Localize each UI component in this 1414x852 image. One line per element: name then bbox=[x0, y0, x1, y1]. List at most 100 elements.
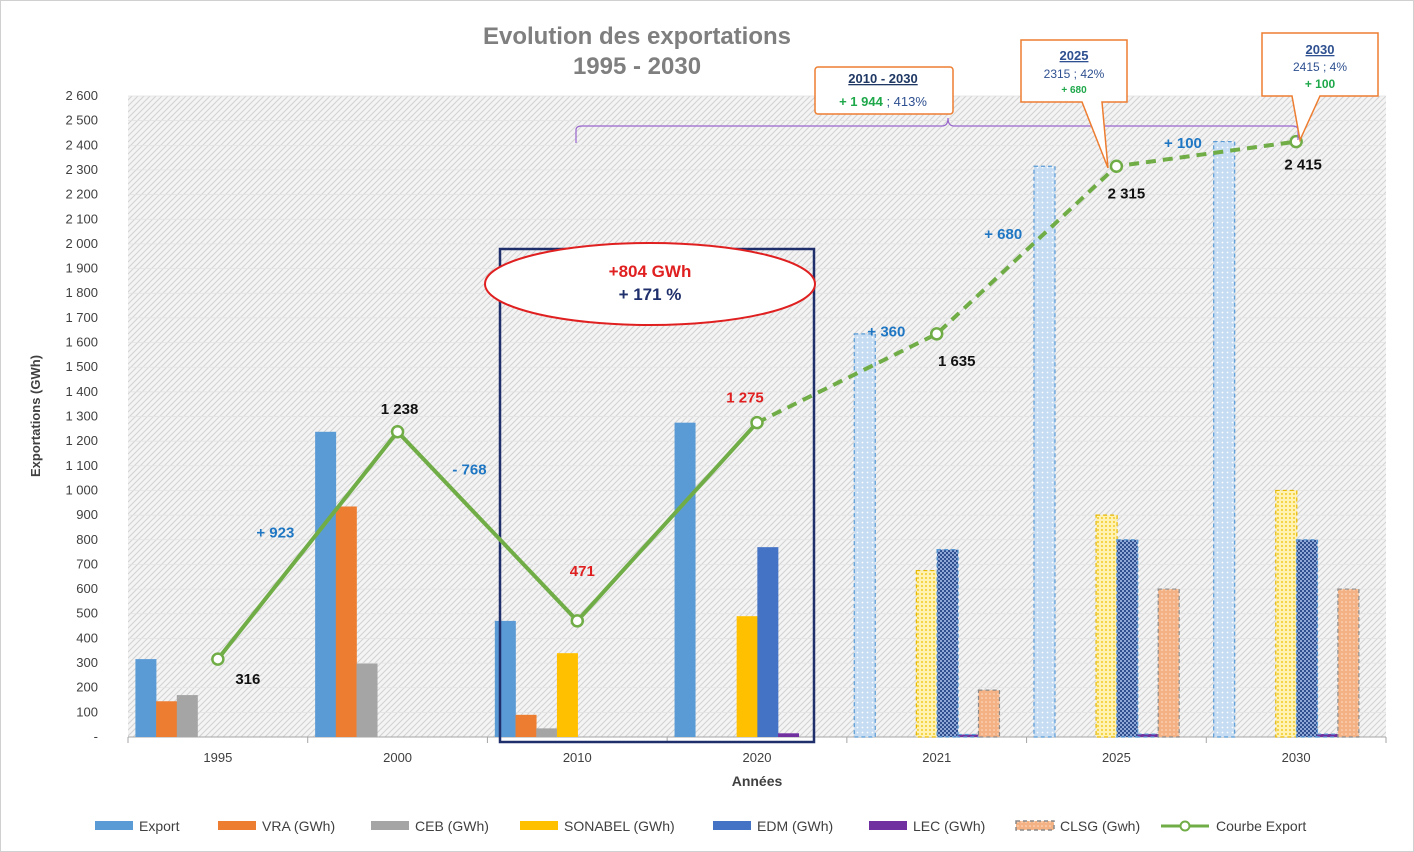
line-point-2021 bbox=[929, 327, 944, 341]
bar-vra-1995 bbox=[156, 701, 178, 737]
bar-sonabel-2030 bbox=[1275, 489, 1298, 738]
y-tick-label: 500 bbox=[76, 606, 98, 621]
y-tick-label: 900 bbox=[76, 507, 98, 522]
legend-label-0: Export bbox=[139, 818, 180, 834]
line-point-2010 bbox=[570, 614, 585, 628]
delta-label: - 768 bbox=[452, 461, 486, 478]
legend-label-6: CLSG (Gwh) bbox=[1060, 818, 1140, 834]
callout-2030: 2030 2415 ; 4% + 100 bbox=[1261, 32, 1379, 143]
y-tick-label: 2 600 bbox=[65, 88, 98, 103]
point-label-2000: 1 238 bbox=[381, 401, 419, 418]
legend-swatch-4 bbox=[713, 821, 751, 830]
callout-2025-line2: 2315 ; 42% bbox=[1044, 67, 1105, 81]
chart-title-line2: 1995 - 2030 bbox=[573, 53, 701, 80]
point-label-2020: 1 275 bbox=[726, 390, 764, 407]
bar-sonabel-2021 bbox=[915, 569, 938, 738]
legend-label-4: EDM (GWh) bbox=[757, 818, 833, 834]
y-tick-label: 1 300 bbox=[65, 409, 98, 424]
legend-label-3: SONABEL (GWh) bbox=[564, 818, 675, 834]
point-label-2010: 471 bbox=[570, 563, 595, 580]
x-axis-title: Années bbox=[732, 773, 783, 789]
y-tick-label: 200 bbox=[76, 680, 98, 695]
bar-lec-2030 bbox=[1316, 733, 1339, 738]
bar-clsg-2030 bbox=[1337, 588, 1360, 738]
bar-export-1995 bbox=[135, 659, 157, 737]
y-tick-label: 1 200 bbox=[65, 433, 98, 448]
point-label-2030: 2 415 bbox=[1284, 157, 1322, 174]
export-line-projected bbox=[756, 139, 1297, 425]
y-tick-label: 100 bbox=[76, 704, 98, 719]
highlight-percent: + 171 % bbox=[619, 285, 682, 304]
y-tick-label: 2 000 bbox=[65, 236, 98, 251]
bar-edm-2020 bbox=[757, 547, 779, 737]
y-tick-label: 700 bbox=[76, 556, 98, 571]
export-line-actual bbox=[216, 421, 759, 661]
callout-2010-2030-value: + 1 944 bbox=[839, 94, 884, 109]
y-tick-label: 1 800 bbox=[65, 285, 98, 300]
callout-2010-2030: 2010 - 2030 + 1 944 ; 413% bbox=[814, 66, 954, 115]
legend-swatch-5 bbox=[869, 821, 907, 830]
x-tick-label: 1995 bbox=[203, 750, 232, 765]
bar-edm-2021 bbox=[936, 549, 959, 738]
range-brace bbox=[575, 117, 1299, 143]
delta-label: + 360 bbox=[867, 323, 905, 340]
bar-edm-2025 bbox=[1116, 539, 1139, 738]
legend-swatch-6 bbox=[1015, 820, 1055, 831]
y-tick-label: 2 100 bbox=[65, 211, 98, 226]
y-tick-label: - bbox=[94, 729, 98, 744]
highlight-value: +804 GWh bbox=[609, 262, 692, 281]
svg-text:+ 1 944 ; 413%: + 1 944 ; 413% bbox=[839, 94, 927, 109]
y-tick-label: 600 bbox=[76, 581, 98, 596]
callout-2025-title: 2025 bbox=[1060, 48, 1089, 63]
bar-vra-2010 bbox=[515, 714, 537, 737]
x-tick-label: 2010 bbox=[563, 750, 592, 765]
y-tick-label: 1 900 bbox=[65, 261, 98, 276]
point-label-2025: 2 315 bbox=[1108, 185, 1146, 202]
bar-export-2025 bbox=[1033, 165, 1056, 738]
callout-2010-2030-title: 2010 - 2030 bbox=[848, 71, 917, 86]
bar-ceb-2010 bbox=[536, 728, 558, 737]
point-label-2021: 1 635 bbox=[938, 353, 976, 370]
y-tick-label: 1 600 bbox=[65, 335, 98, 350]
x-tick-label: 2030 bbox=[1282, 750, 1311, 765]
point-label-1995: 316 bbox=[235, 671, 260, 688]
y-tick-label: 1 400 bbox=[65, 384, 98, 399]
chart-title-line1: Evolution des exportations bbox=[483, 23, 791, 50]
bar-export-2010 bbox=[494, 620, 516, 737]
legend-label-line: Courbe Export bbox=[1216, 818, 1306, 834]
legend-swatch-0 bbox=[95, 821, 133, 830]
y-axis-title: Exportations (GWh) bbox=[28, 355, 43, 477]
legend-line-marker bbox=[1179, 820, 1191, 832]
bar-clsg-2021 bbox=[977, 689, 1001, 738]
y-tick-label: 800 bbox=[76, 532, 98, 547]
legend-label-2: CEB (GWh) bbox=[415, 818, 489, 834]
bar-vra-2000 bbox=[335, 506, 357, 737]
callout-2025-line3: + 680 bbox=[1061, 85, 1087, 96]
legend-swatch-3 bbox=[520, 821, 558, 830]
line-point-2030 bbox=[1289, 134, 1303, 149]
bar-lec-2020 bbox=[778, 733, 800, 737]
y-tick-label: 2 400 bbox=[65, 137, 98, 152]
bar-ceb-2000 bbox=[356, 663, 378, 737]
legend-label-5: LEC (GWh) bbox=[913, 818, 985, 834]
legend-label-1: VRA (GWh) bbox=[262, 818, 335, 834]
line-point-1995 bbox=[211, 652, 225, 666]
bar-sonabel-2020 bbox=[736, 616, 758, 737]
callout-2025: 2025 2315 ; 42% + 680 bbox=[1020, 39, 1128, 169]
line-point-2025 bbox=[1109, 159, 1124, 174]
bar-export-2021 bbox=[853, 333, 876, 738]
y-tick-label: 2 200 bbox=[65, 187, 98, 202]
callout-2030-line3: + 100 bbox=[1305, 77, 1336, 91]
bar-sonabel-2025 bbox=[1095, 514, 1118, 738]
x-tick-label: 2025 bbox=[1102, 750, 1131, 765]
y-tick-label: 400 bbox=[76, 630, 98, 645]
callout-2030-title: 2030 bbox=[1306, 42, 1335, 57]
bar-sonabel-2010 bbox=[556, 653, 578, 737]
y-tick-label: 2 300 bbox=[65, 162, 98, 177]
y-tick-label: 1 000 bbox=[65, 482, 98, 497]
line-point-2020 bbox=[750, 415, 764, 430]
y-tick-label: 300 bbox=[76, 655, 98, 670]
callout-2030-line2: 2415 ; 4% bbox=[1293, 60, 1347, 74]
bar-lec-2021 bbox=[957, 733, 980, 738]
